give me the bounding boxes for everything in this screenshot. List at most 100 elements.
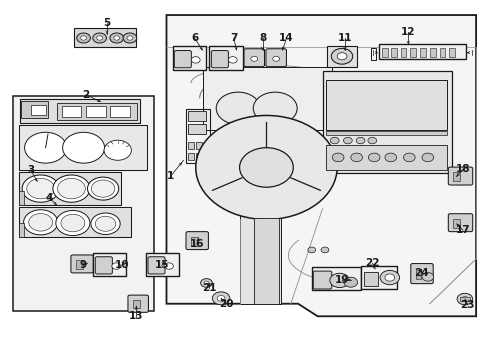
Circle shape: [91, 213, 120, 234]
FancyBboxPatch shape: [95, 257, 112, 274]
Bar: [203, 142, 209, 149]
Text: 3: 3: [27, 165, 35, 175]
Circle shape: [127, 36, 133, 40]
Circle shape: [110, 33, 123, 43]
Bar: [326, 80, 447, 130]
Circle shape: [195, 116, 336, 220]
Circle shape: [331, 153, 343, 162]
Circle shape: [350, 153, 362, 162]
Text: 12: 12: [400, 27, 415, 37]
Circle shape: [307, 247, 315, 253]
Bar: [327, 45, 356, 67]
Circle shape: [24, 132, 66, 163]
Text: 2: 2: [82, 90, 89, 100]
Bar: [146, 253, 179, 276]
Bar: [195, 142, 201, 149]
Bar: [254, 218, 278, 304]
Text: 16: 16: [189, 239, 203, 249]
Bar: [390, 48, 396, 57]
Polygon shape: [166, 15, 475, 316]
Bar: [13, 96, 154, 311]
Bar: [86, 107, 105, 117]
FancyBboxPatch shape: [185, 231, 208, 249]
Circle shape: [200, 279, 212, 287]
FancyBboxPatch shape: [313, 271, 331, 289]
Bar: [31, 105, 45, 116]
Text: 19: 19: [334, 275, 348, 285]
Bar: [203, 67, 331, 130]
Bar: [187, 111, 206, 121]
Circle shape: [253, 92, 297, 125]
Circle shape: [217, 296, 224, 301]
FancyBboxPatch shape: [148, 257, 164, 274]
Text: 13: 13: [129, 311, 143, 320]
Bar: [76, 260, 82, 269]
Text: 6: 6: [191, 33, 198, 43]
Circle shape: [81, 36, 86, 40]
Bar: [459, 297, 469, 301]
FancyBboxPatch shape: [211, 50, 228, 68]
Text: 22: 22: [364, 258, 379, 268]
Circle shape: [27, 179, 55, 199]
Circle shape: [272, 56, 279, 61]
Text: 8: 8: [258, 33, 265, 43]
Circle shape: [62, 132, 104, 163]
Circle shape: [343, 277, 357, 287]
Circle shape: [91, 180, 115, 197]
Bar: [187, 153, 193, 160]
Text: 23: 23: [460, 300, 474, 310]
Bar: [19, 172, 121, 205]
Bar: [448, 48, 454, 57]
Bar: [452, 219, 459, 228]
Text: 5: 5: [103, 18, 110, 28]
Circle shape: [203, 281, 208, 285]
Bar: [360, 266, 396, 289]
Circle shape: [421, 153, 433, 162]
Circle shape: [321, 247, 328, 253]
Circle shape: [114, 36, 120, 40]
Bar: [195, 153, 201, 160]
Bar: [133, 301, 140, 309]
Circle shape: [87, 177, 119, 200]
Text: 20: 20: [218, 299, 233, 309]
Bar: [439, 48, 445, 57]
Circle shape: [216, 92, 260, 125]
Bar: [409, 48, 415, 57]
FancyBboxPatch shape: [447, 167, 472, 185]
Circle shape: [329, 273, 348, 288]
Bar: [190, 237, 197, 246]
Text: 11: 11: [337, 33, 351, 43]
FancyBboxPatch shape: [265, 49, 286, 67]
Circle shape: [23, 210, 58, 235]
Circle shape: [104, 140, 131, 160]
Circle shape: [336, 53, 346, 60]
Circle shape: [403, 153, 414, 162]
Bar: [187, 124, 206, 134]
Circle shape: [212, 292, 229, 305]
Circle shape: [53, 175, 90, 202]
Circle shape: [355, 137, 364, 144]
FancyBboxPatch shape: [244, 49, 264, 67]
Bar: [363, 272, 377, 286]
Bar: [311, 267, 360, 291]
Bar: [110, 107, 130, 117]
Circle shape: [367, 137, 376, 144]
Circle shape: [330, 137, 338, 144]
Bar: [61, 107, 81, 117]
Bar: [19, 223, 24, 237]
Bar: [322, 71, 451, 173]
FancyBboxPatch shape: [128, 295, 148, 312]
Text: 9: 9: [79, 260, 86, 270]
Circle shape: [330, 48, 352, 64]
Bar: [429, 48, 435, 57]
Text: 18: 18: [455, 164, 469, 174]
Circle shape: [379, 270, 399, 285]
Text: 24: 24: [413, 267, 427, 278]
FancyBboxPatch shape: [174, 50, 191, 68]
Bar: [74, 28, 136, 47]
Bar: [57, 103, 137, 120]
Text: 17: 17: [455, 225, 469, 235]
Circle shape: [58, 179, 85, 199]
Circle shape: [97, 36, 102, 40]
Circle shape: [461, 297, 468, 302]
